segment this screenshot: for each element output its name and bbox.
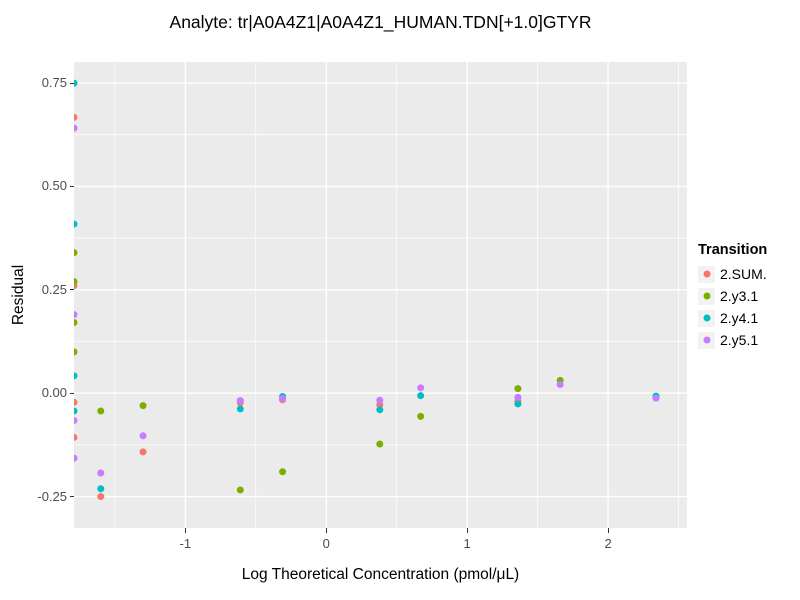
x-tick-label: 2	[604, 536, 612, 551]
data-point-2.y4.1	[74, 79, 78, 87]
data-point-2.y5.1	[514, 393, 522, 401]
data-point-2.y4.1	[514, 400, 522, 408]
legend-label: 2.y5.1	[720, 332, 759, 348]
data-point-2.SUM.	[74, 398, 78, 406]
data-point-2.y4.1	[74, 220, 78, 228]
legend-dot-icon	[703, 314, 710, 322]
data-point-2.y3.1	[74, 249, 78, 257]
data-point-2.y3.1	[376, 440, 384, 448]
legend-key	[698, 287, 715, 305]
x-tick-mark	[325, 528, 327, 533]
plot-canvas	[74, 62, 687, 528]
data-point-2.SUM.	[97, 493, 105, 501]
y-tick-label: 0.75	[41, 75, 67, 91]
data-point-2.y3.1	[417, 412, 425, 420]
x-tick-label: -1	[179, 536, 192, 551]
data-point-2.y4.1	[97, 485, 105, 493]
data-point-2.y3.1	[74, 318, 78, 326]
data-point-2.y5.1	[652, 394, 660, 402]
y-tick-mark	[69, 82, 74, 84]
legend-title: Transition	[698, 242, 768, 258]
data-point-2.y5.1	[236, 397, 244, 405]
y-tick-mark	[69, 289, 74, 291]
legend-dot-icon	[703, 292, 710, 300]
data-point-2.y4.1	[417, 392, 425, 400]
legend-item: 2.SUM.	[698, 263, 767, 285]
data-point-2.SUM.	[139, 448, 147, 456]
x-axis-title: Log Theoretical Concentration (pmol/μL)	[241, 566, 520, 583]
data-point-2.SUM.	[74, 433, 78, 441]
legend-label: 2.y3.1	[720, 288, 759, 304]
data-point-2.y5.1	[417, 384, 425, 392]
legend-label: 2.SUM.	[720, 266, 767, 282]
data-point-2.y3.1	[74, 348, 78, 356]
data-point-2.y5.1	[556, 381, 564, 389]
data-point-2.y5.1	[74, 416, 78, 424]
legend-item: 2.y4.1	[698, 307, 767, 329]
data-point-2.y4.1	[74, 372, 78, 380]
x-tick-label: 0	[322, 536, 330, 551]
x-tick-mark	[466, 528, 468, 533]
y-tick-mark	[69, 496, 74, 498]
y-tick-label: -0.25	[37, 488, 67, 504]
y-axis-title: Residual	[10, 264, 27, 326]
data-point-2.y5.1	[376, 396, 384, 404]
y-tick-label: 0.25	[41, 281, 67, 297]
y-tick-mark	[69, 392, 74, 394]
data-point-2.y3.1	[514, 385, 522, 393]
plot-panel	[74, 62, 687, 528]
legend-label: 2.y4.1	[720, 310, 759, 326]
legend-key	[698, 331, 715, 349]
data-point-2.y5.1	[74, 311, 78, 319]
data-point-2.y3.1	[139, 402, 147, 410]
data-point-2.y5.1	[139, 432, 147, 440]
data-point-2.y4.1	[376, 406, 384, 414]
data-point-2.y5.1	[97, 469, 105, 477]
legend-items: 2.SUM. 2.y3.1 2.y4.1 2.y5.1	[698, 263, 767, 351]
legend-item: 2.y5.1	[698, 329, 767, 351]
legend: Transition 2.SUM. 2.y3.1 2.y4.1 2.y5.1	[698, 242, 767, 351]
data-point-2.y3.1	[279, 468, 287, 476]
x-tick-label: 1	[463, 536, 471, 551]
y-tick-mark	[69, 185, 74, 187]
data-point-2.SUM.	[74, 113, 78, 121]
chart-title: Analyte: tr|A0A4Z1|A0A4Z1_HUMAN.TDN[+1.0…	[169, 12, 592, 32]
data-point-2.y3.1	[97, 407, 105, 415]
data-point-2.y3.1	[236, 486, 244, 494]
data-point-2.y4.1	[74, 407, 78, 415]
data-point-2.y5.1	[74, 454, 78, 462]
legend-dot-icon	[703, 270, 710, 278]
data-point-2.y5.1	[279, 395, 287, 403]
y-tick-label: 0.50	[41, 178, 67, 194]
data-point-2.y3.1	[74, 278, 78, 286]
data-point-2.y5.1	[74, 124, 78, 132]
x-tick-mark	[184, 528, 186, 533]
legend-key	[698, 265, 715, 283]
legend-item: 2.y3.1	[698, 285, 767, 307]
legend-dot-icon	[703, 336, 710, 344]
x-tick-mark	[607, 528, 609, 533]
legend-key	[698, 309, 715, 327]
data-point-2.y4.1	[236, 405, 244, 413]
y-tick-label: 0.00	[41, 385, 67, 401]
